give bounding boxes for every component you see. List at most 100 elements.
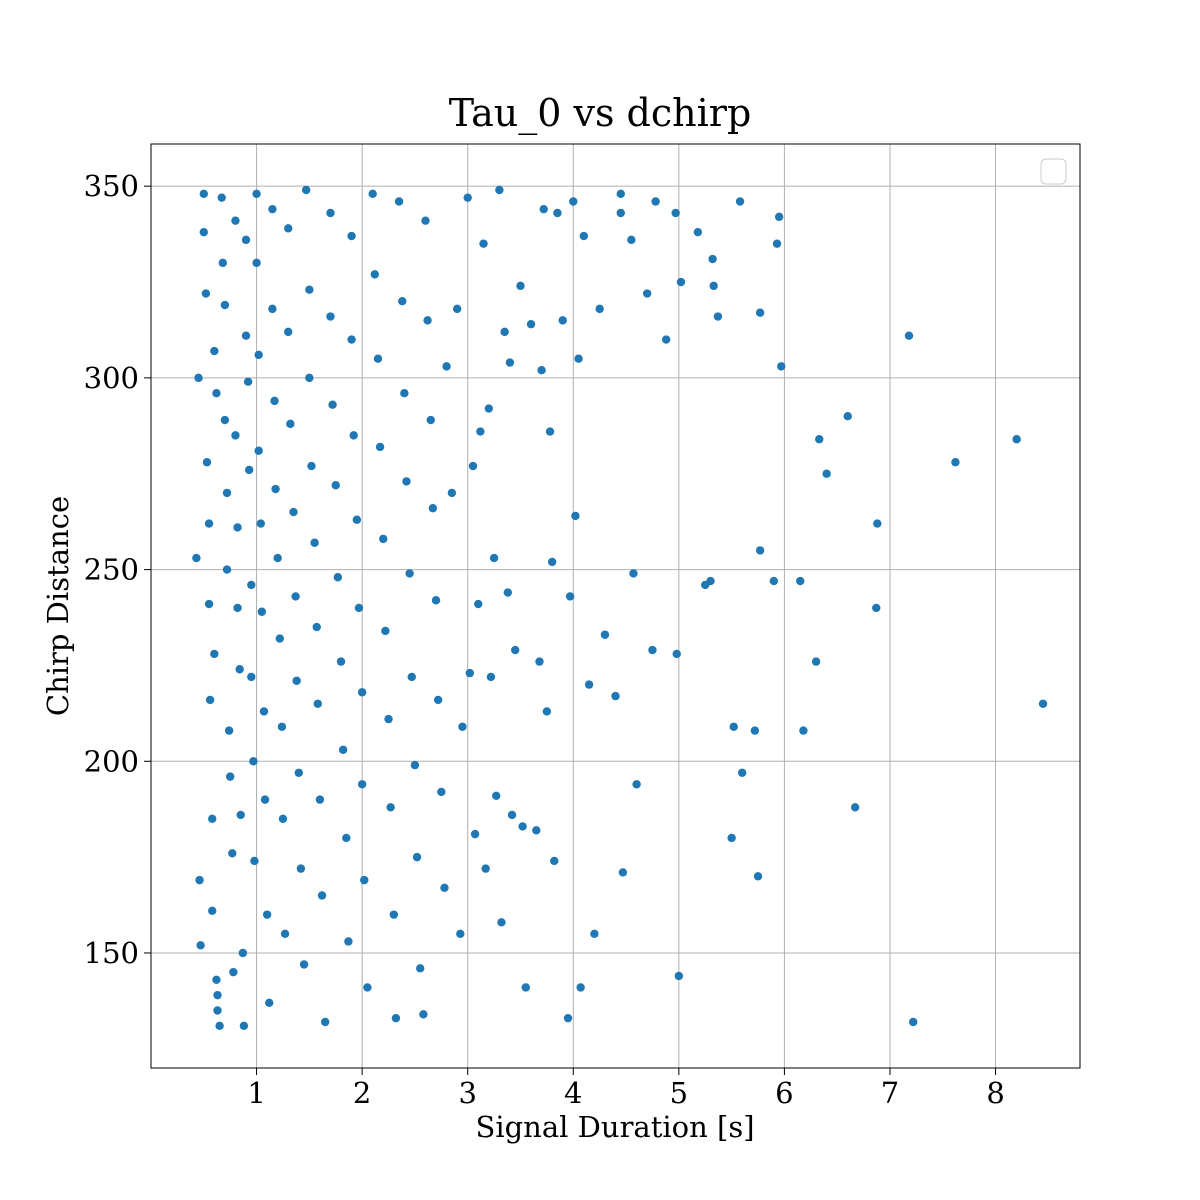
scatter-point [273, 553, 282, 563]
scatter-point [518, 822, 527, 831]
scatter-point [260, 795, 270, 804]
scatter-point [284, 327, 293, 337]
scatter-point [616, 208, 625, 218]
scatter-point [442, 362, 451, 371]
scatter-point [750, 726, 760, 735]
scatter-point [363, 983, 372, 992]
scatter-point [671, 208, 680, 218]
scatter-point [210, 346, 219, 356]
x-tick-label: 3 [458, 1076, 476, 1110]
scatter-point [262, 910, 272, 919]
scatter-point [292, 676, 301, 685]
scatter-point [222, 565, 232, 574]
scatter-point [558, 316, 567, 325]
scatter-point [194, 373, 203, 383]
scatter-point [674, 971, 684, 981]
scatter-point [233, 523, 242, 532]
scatter-points [192, 185, 1048, 1031]
scatter-point [468, 461, 478, 471]
scatter-point [398, 296, 407, 306]
scatter-point [289, 507, 298, 517]
scatter-point [535, 657, 544, 666]
scatter-point [447, 488, 457, 498]
x-tick-label: 1 [247, 1076, 265, 1110]
scatter-point [777, 362, 786, 371]
scatter-point [381, 626, 390, 636]
scatter-point [347, 231, 356, 241]
chart-title: Tau_0 vs dchirp [449, 91, 752, 136]
scatter-point [338, 745, 348, 754]
scatter-point [307, 461, 316, 471]
scatter-point [755, 546, 765, 555]
scatter-point [196, 941, 205, 950]
scatter-point [584, 680, 594, 689]
scatter-point [574, 354, 583, 363]
scatter-point [233, 603, 242, 613]
scatter-point [217, 193, 226, 202]
scatter-point [344, 937, 353, 946]
scatter-point [571, 511, 580, 521]
scatter-point [415, 964, 425, 973]
scatter-point [278, 814, 288, 823]
scatter-point [553, 208, 562, 218]
scatter-point [1012, 435, 1021, 444]
scatter-point [627, 235, 636, 245]
scatter-point [391, 1013, 401, 1023]
scatter-point [326, 208, 335, 218]
scatter-point [661, 335, 671, 344]
scatter-point [872, 603, 881, 613]
scatter-point [516, 281, 525, 291]
scatter-point [208, 814, 217, 823]
scatter-point [423, 316, 432, 325]
scatter-point [243, 377, 253, 386]
scatter-point [320, 1017, 330, 1027]
scatter-point [247, 580, 256, 590]
scatter-point [799, 726, 808, 735]
scatter-point [349, 431, 358, 440]
scatter-point [357, 688, 367, 697]
scatter-point [479, 239, 488, 248]
x-tick-label: 6 [775, 1076, 793, 1110]
scatter-point [431, 596, 441, 605]
scatter-point [550, 856, 559, 866]
scatter-point [270, 396, 279, 406]
scatter-point [672, 649, 681, 659]
scatter-point [239, 1021, 249, 1031]
scatter-point [225, 772, 235, 781]
scatter-point [244, 465, 254, 475]
scatter-point [294, 768, 303, 777]
scatter-point [259, 707, 269, 716]
scatter-point [247, 672, 256, 682]
scatter-point [249, 757, 258, 766]
scatter-point [241, 331, 251, 340]
scatter-point [231, 431, 240, 440]
y-tick-label: 200 [84, 744, 139, 778]
scatter-point [222, 488, 232, 498]
legend-box [1040, 158, 1067, 185]
scatter-point [195, 875, 204, 885]
scatter-point [576, 983, 585, 992]
scatter-point [563, 1013, 573, 1023]
scatter-point [437, 787, 446, 797]
scatter-point [412, 852, 422, 862]
x-tick-label: 2 [353, 1076, 371, 1110]
scatter-point [843, 412, 852, 421]
scatter-point [796, 576, 805, 586]
scatter-point [265, 998, 274, 1008]
scatter-point [755, 308, 765, 317]
scatter-point [301, 185, 311, 195]
scatter-point [208, 906, 217, 916]
scatter-point [252, 258, 261, 268]
scatter-point [296, 864, 306, 873]
scatter-point [257, 607, 267, 616]
scatter-point [315, 795, 325, 804]
scatter-point [241, 235, 251, 245]
scatter-point [486, 672, 496, 682]
scatter-point [254, 350, 263, 360]
scatter-point [389, 910, 399, 919]
scatter-point [569, 197, 578, 206]
scatter-point [616, 189, 625, 199]
scatter-point [727, 833, 736, 843]
scatter-point [511, 645, 520, 655]
